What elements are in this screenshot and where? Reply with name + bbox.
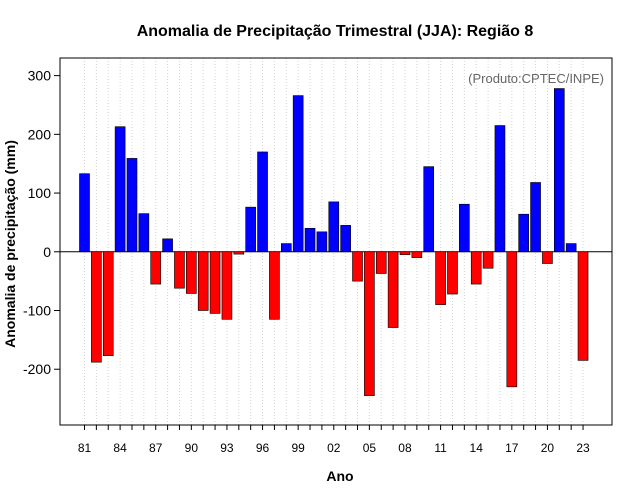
x-tick-label: 87 xyxy=(149,441,163,455)
bar-2001 xyxy=(316,231,328,253)
bar-1998 xyxy=(280,243,292,253)
bar-2023 xyxy=(577,251,589,361)
x-tick-label: 11 xyxy=(434,441,447,455)
bar-1997 xyxy=(269,251,280,320)
x-tick-label: 96 xyxy=(256,441,270,455)
bar-1990 xyxy=(186,251,197,294)
bar-1981 xyxy=(79,173,90,253)
x-tick-label: 17 xyxy=(505,441,519,455)
x-axis: 81 84 87 90 93 96 99 02 05 08 11 14 17 20 23 xyxy=(78,425,590,455)
y-tick-label: -100 xyxy=(23,302,51,318)
bar-2003 xyxy=(340,225,351,253)
x-tick-label: 20 xyxy=(541,441,555,455)
bar-1987 xyxy=(150,251,162,285)
y-tick-label: 100 xyxy=(28,185,52,201)
bar-2007 xyxy=(387,251,399,328)
bar-2006 xyxy=(375,251,387,274)
bar-2017 xyxy=(506,251,518,388)
bar-1985 xyxy=(126,158,138,253)
bar-2019 xyxy=(530,182,541,253)
bar-2011 xyxy=(435,251,446,305)
bar-2008 xyxy=(399,251,411,256)
bar-2010 xyxy=(423,166,435,253)
bar-2005 xyxy=(364,251,375,396)
x-tick-label: 02 xyxy=(327,441,341,455)
bar-2022 xyxy=(565,243,577,253)
bar-2004 xyxy=(352,251,363,282)
bar-1992 xyxy=(209,251,221,314)
bar-1984 xyxy=(114,126,126,253)
bar-1988 xyxy=(162,238,173,253)
bar-2020 xyxy=(542,251,553,264)
x-tick-label: 81 xyxy=(78,441,92,455)
bars xyxy=(79,88,589,396)
x-tick-label: 23 xyxy=(576,441,590,455)
bar-2018 xyxy=(518,213,529,253)
y-tick-label: 300 xyxy=(28,68,52,84)
bar-1995 xyxy=(245,206,256,253)
bar-1983 xyxy=(102,251,114,357)
y-tick-label: -200 xyxy=(23,361,51,377)
y-tick-label: 0 xyxy=(43,244,51,260)
y-tick-label: 200 xyxy=(28,126,52,142)
bar-2000 xyxy=(304,227,316,253)
product-credit: (Produto:CPTEC/INPE) xyxy=(468,71,604,86)
bar-1999 xyxy=(292,95,304,253)
bar-2014 xyxy=(470,251,482,285)
x-tick-label: 93 xyxy=(220,441,234,455)
bar-1989 xyxy=(174,251,185,289)
y-axis: -200 -100 0 100 200 300 xyxy=(23,68,60,377)
y-axis-label: Anomalia de precipitação (mm) xyxy=(2,140,18,348)
x-tick-label: 99 xyxy=(291,441,305,455)
bar-2021 xyxy=(553,88,565,253)
bar-2013 xyxy=(459,203,470,253)
bar-1994 xyxy=(233,251,245,255)
bar-1986 xyxy=(138,213,150,253)
plot-frame xyxy=(59,57,613,426)
x-tick-label: 90 xyxy=(185,441,199,455)
bar-2012 xyxy=(447,251,458,295)
bar-2009 xyxy=(411,251,423,258)
bar-1993 xyxy=(221,251,233,320)
bar-2002 xyxy=(328,201,340,253)
x-tick-label: 08 xyxy=(398,441,412,455)
bar-1996 xyxy=(257,151,268,253)
bar-1991 xyxy=(197,251,209,311)
bar-2015 xyxy=(482,251,494,269)
x-tick-label: 14 xyxy=(470,441,484,455)
bar-2016 xyxy=(494,125,506,253)
x-tick-label: 84 xyxy=(113,441,127,455)
bar-1982 xyxy=(91,251,102,363)
chart-title: Anomalia de Precipitação Trimestral (JJA… xyxy=(137,23,534,40)
x-axis-label: Ano xyxy=(326,468,353,484)
x-tick-label: 05 xyxy=(363,441,377,455)
